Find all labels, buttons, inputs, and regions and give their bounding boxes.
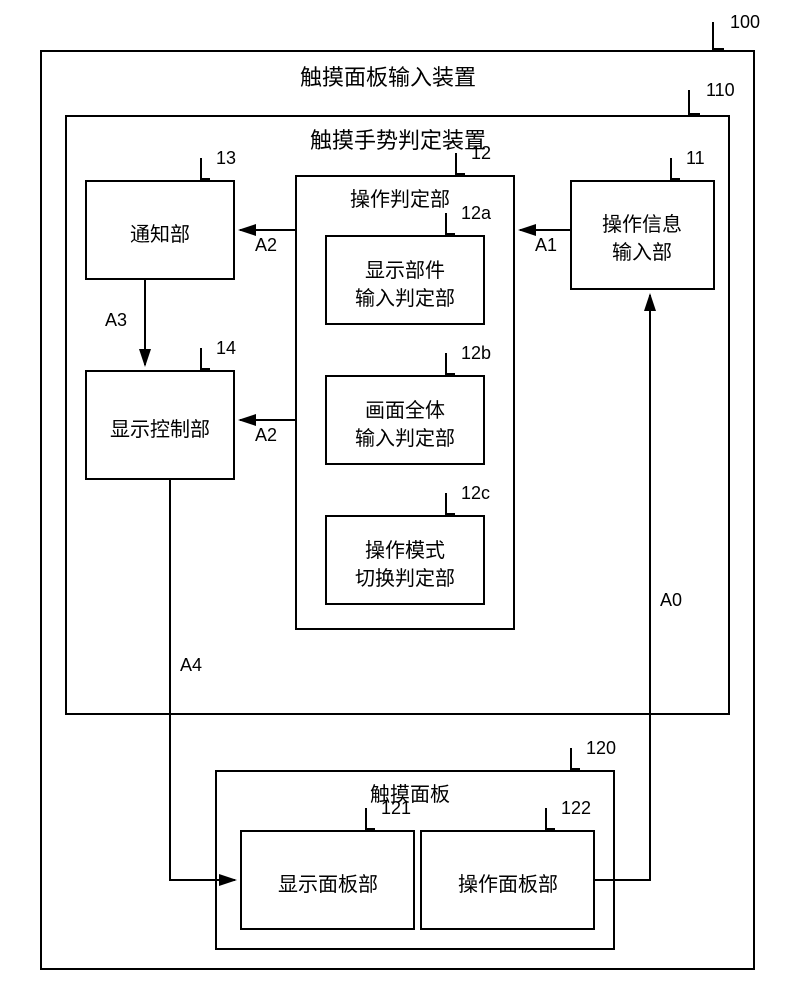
edge-a3: A3 xyxy=(105,310,127,331)
arrows-layer xyxy=(0,0,789,1000)
edge-a4: A4 xyxy=(180,655,202,676)
edge-a2-upper: A2 xyxy=(255,235,277,256)
edge-a1: A1 xyxy=(535,235,557,256)
edge-a2-lower: A2 xyxy=(255,425,277,446)
edge-a0: A0 xyxy=(660,590,682,611)
